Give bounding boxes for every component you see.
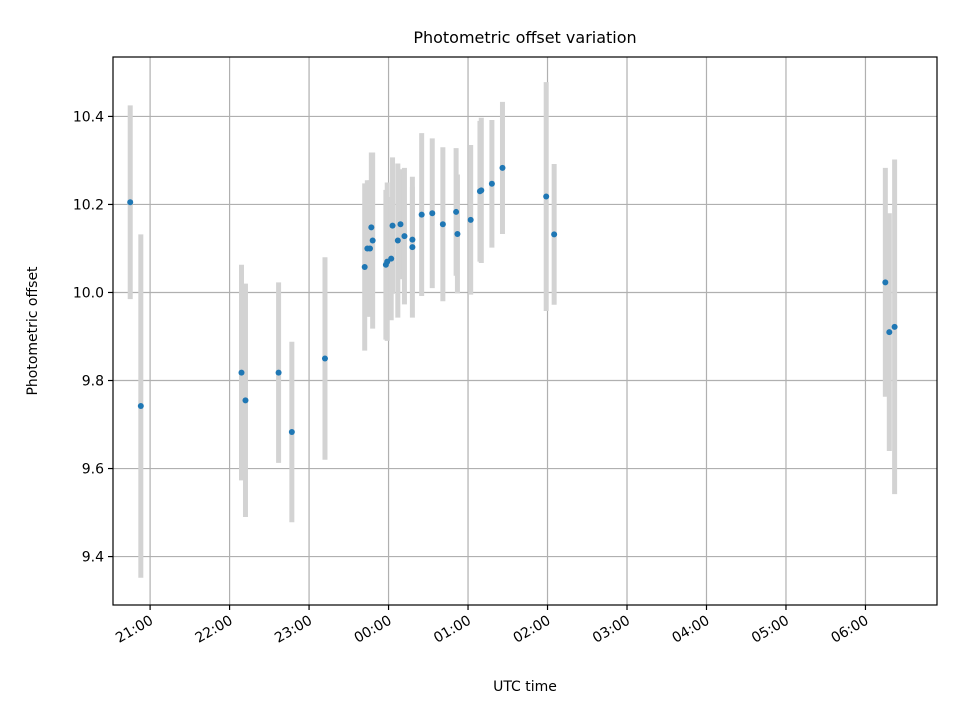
data-point — [137, 403, 144, 410]
y-tick-label: 9.8 — [82, 374, 104, 390]
data-point — [361, 263, 368, 270]
data-point — [409, 236, 416, 243]
data-point — [478, 187, 485, 194]
data-point — [418, 211, 425, 218]
data-point — [367, 245, 374, 252]
data-point — [429, 210, 436, 217]
data-point — [551, 231, 558, 238]
y-tick-label: 9.4 — [82, 550, 104, 566]
data-point — [275, 369, 282, 376]
data-point — [242, 397, 249, 404]
data-point — [397, 221, 404, 228]
plot-frame — [112, 56, 938, 606]
data-point — [454, 230, 461, 237]
data-point — [369, 237, 376, 244]
data-point — [394, 237, 401, 244]
y-axis-ticks: 9.4 9.6 9.8 10.0 10.2 10.4 — [73, 109, 113, 566]
data-point — [401, 233, 408, 240]
data-point — [453, 208, 460, 215]
y-axis-label: Photometric offset — [25, 266, 41, 396]
data-point — [467, 216, 474, 223]
y-tick-label: 10.2 — [73, 197, 104, 213]
data-point — [389, 222, 396, 229]
y-tick-label: 10.4 — [73, 109, 104, 125]
data-point — [388, 255, 395, 262]
data-point — [439, 221, 446, 228]
data-point — [488, 180, 495, 187]
data-point — [368, 224, 375, 231]
data-point — [499, 164, 506, 171]
data-points — [127, 164, 898, 436]
data-point — [886, 329, 893, 336]
data-point — [288, 429, 295, 436]
data-point — [409, 244, 416, 251]
data-point — [238, 369, 245, 376]
data-point — [321, 355, 328, 362]
y-tick-label: 10.0 — [73, 285, 104, 301]
chart-title: Photometric offset variation — [413, 28, 636, 47]
y-tick-label: 9.6 — [82, 462, 104, 478]
x-axis-label: UTC time — [493, 679, 557, 695]
data-point — [543, 193, 550, 200]
data-point — [882, 279, 889, 286]
data-point — [891, 323, 898, 330]
data-point — [127, 199, 134, 206]
